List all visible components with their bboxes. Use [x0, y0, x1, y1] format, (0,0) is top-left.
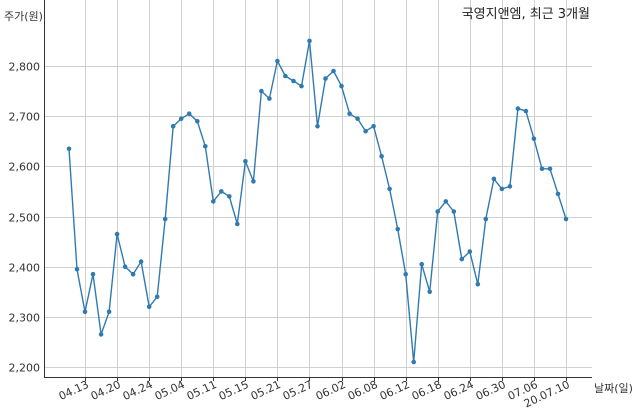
price-point — [379, 154, 384, 159]
price-point — [515, 106, 521, 111]
x-tick-label: 05.11 — [185, 378, 219, 403]
price-point — [459, 256, 465, 262]
x-tick-label: 05.04 — [153, 378, 187, 403]
price-point — [435, 209, 441, 214]
price-point — [483, 216, 489, 222]
x-tick-label: 06.24 — [442, 378, 476, 403]
price-point — [467, 249, 473, 254]
x-tick-label: 04.24 — [121, 378, 155, 403]
chart-title: 국영지앤엠, 최근 3개월 — [462, 7, 590, 22]
price-point — [66, 146, 72, 152]
price-point — [275, 58, 280, 64]
price-point — [451, 209, 457, 214]
price-point — [539, 166, 545, 172]
x-tick-label: 05.15 — [217, 378, 251, 403]
price-point — [211, 199, 216, 204]
price-point — [363, 128, 368, 134]
price-point — [307, 38, 312, 44]
price-point — [411, 359, 417, 365]
y-tick-label: 2,400 — [9, 262, 41, 275]
price-point — [403, 271, 409, 277]
y-tick-label: 2,200 — [9, 362, 41, 375]
price-point — [106, 309, 112, 315]
x-tick-label: 06.30 — [474, 378, 508, 403]
price-point — [283, 73, 288, 79]
price-point — [170, 123, 176, 129]
price-point — [387, 186, 392, 192]
price-point — [114, 231, 120, 237]
price-point — [235, 221, 240, 227]
price-point — [347, 111, 352, 116]
price-point — [443, 199, 449, 204]
price-point — [355, 116, 360, 121]
price-point — [419, 261, 425, 267]
grid-layer — [44, 0, 592, 377]
price-point — [555, 191, 561, 197]
price-point — [291, 78, 296, 84]
price-point — [547, 166, 553, 172]
price-point — [523, 108, 529, 114]
price-point — [130, 271, 136, 277]
price-point — [74, 266, 80, 272]
x-tick-label: 04.13 — [57, 378, 91, 403]
price-point — [427, 289, 433, 295]
price-point — [339, 83, 344, 89]
price-point — [499, 186, 505, 192]
x-tick-label: 04.20 — [89, 378, 123, 403]
price-point — [395, 226, 401, 232]
price-point — [227, 194, 232, 199]
y-tick-label: 2,500 — [9, 212, 41, 225]
price-point — [251, 179, 256, 184]
price-point — [195, 118, 200, 124]
price-point — [82, 309, 88, 315]
price-point — [531, 136, 537, 141]
price-point — [507, 184, 513, 189]
price-point — [203, 144, 208, 149]
y-tick-label: 2,300 — [9, 312, 41, 325]
price-point — [154, 294, 160, 300]
price-point — [146, 304, 152, 310]
axis-layer — [44, 0, 592, 381]
y-axis-title: 주가(원) — [4, 10, 43, 23]
x-tick-label: 06.02 — [314, 378, 348, 403]
price-point — [178, 116, 184, 121]
price-point — [299, 83, 304, 89]
price-point — [331, 68, 336, 74]
x-tick-label: 06.08 — [346, 378, 380, 403]
x-axis-title: 날짜(일) — [594, 381, 633, 395]
price-point — [267, 96, 272, 101]
price-point — [243, 159, 248, 164]
price-point — [315, 123, 320, 129]
y-tick-label: 2,700 — [9, 111, 41, 124]
x-tick-label: 05.21 — [249, 378, 283, 403]
price-point — [323, 76, 328, 81]
price-line — [68, 40, 567, 363]
x-tick-label: 05.27 — [281, 378, 315, 403]
price-point — [563, 216, 569, 222]
series-layer — [66, 38, 569, 365]
price-point — [371, 123, 376, 129]
price-point — [138, 259, 144, 264]
price-point — [98, 332, 104, 337]
price-point — [491, 176, 497, 182]
x-tick-label: 06.12 — [378, 378, 412, 403]
price-point — [122, 264, 128, 270]
price-point — [259, 88, 264, 94]
price-point — [219, 189, 224, 194]
price-point — [162, 216, 168, 222]
price-point — [90, 271, 96, 277]
price-point — [475, 281, 481, 287]
label-layer: 국영지앤엠, 최근 3개월 주가(원) 날짜(일) 2,200 2,300 2,40… — [4, 7, 633, 410]
y-tick-label: 2,800 — [9, 61, 41, 74]
price-point — [186, 111, 192, 116]
x-tick-label: 06.18 — [410, 378, 444, 403]
y-tick-label: 2,600 — [9, 161, 41, 174]
